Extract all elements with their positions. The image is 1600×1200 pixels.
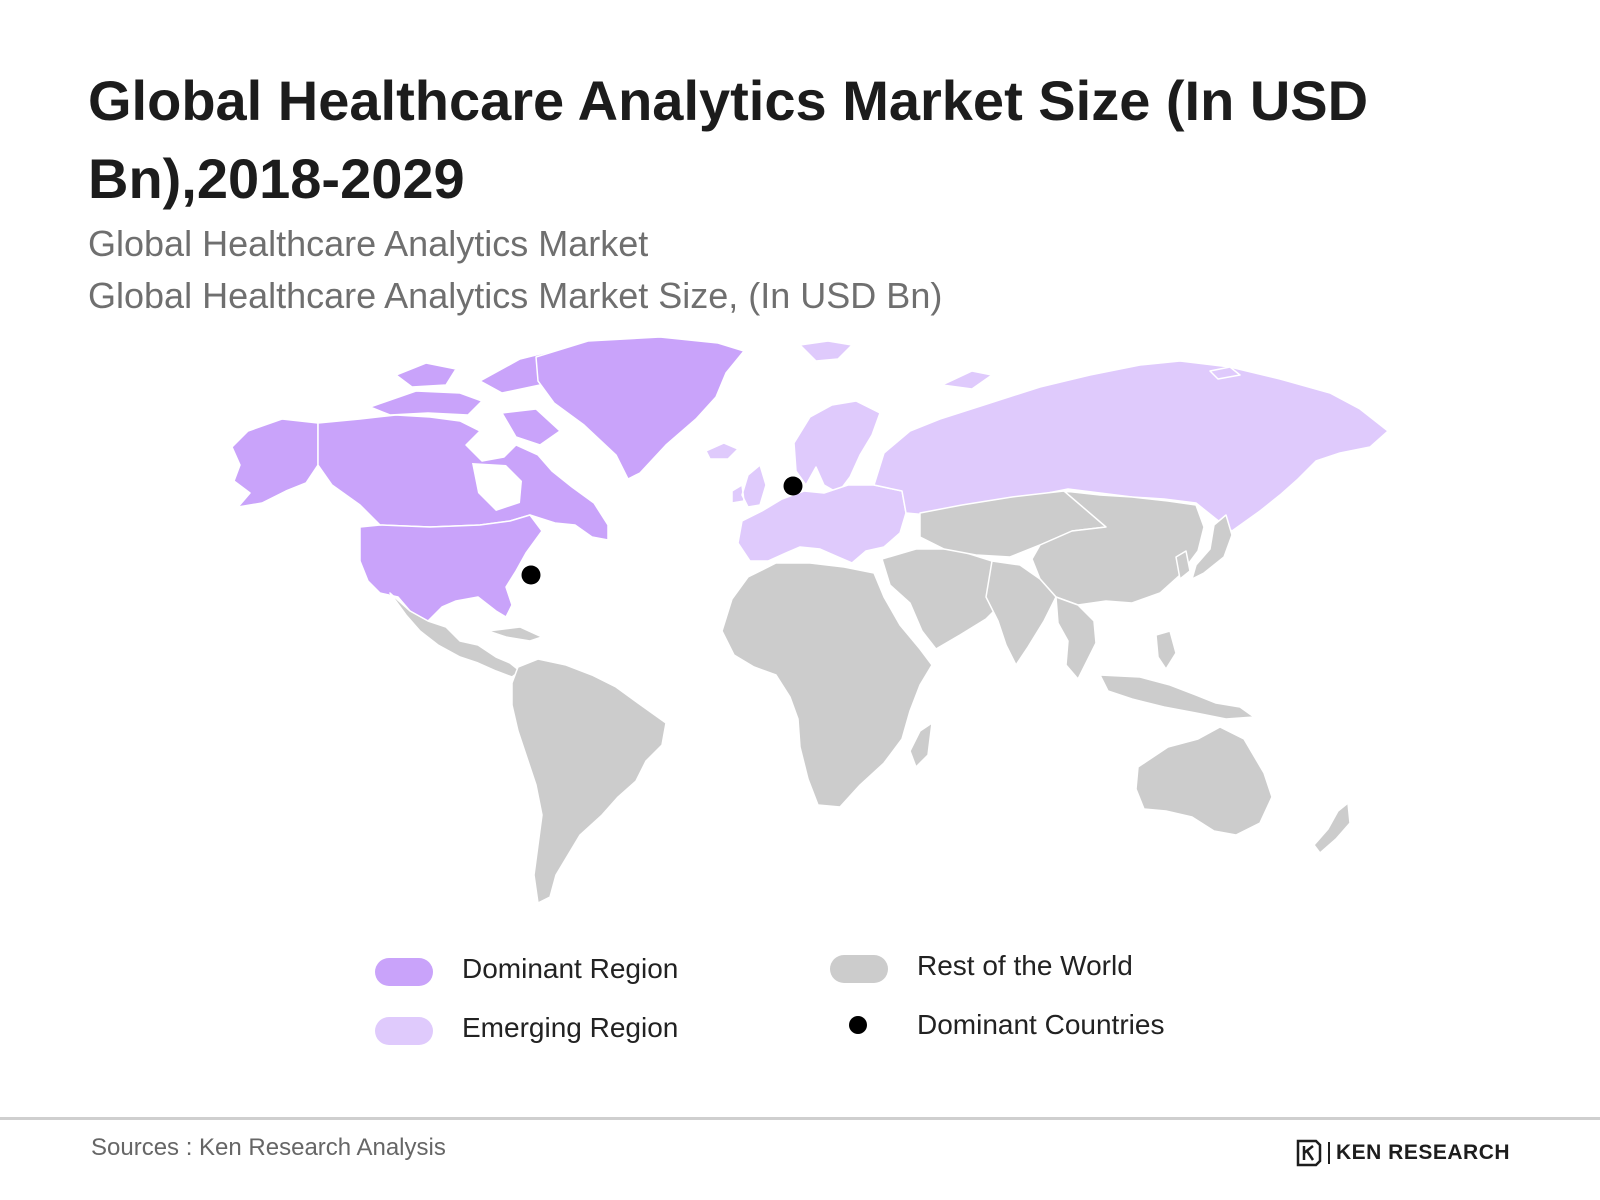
hudson-bay-cutout: [472, 463, 522, 511]
japan: [1191, 514, 1233, 580]
dominant-country-markers: [521, 476, 803, 585]
region-north-america: [231, 336, 745, 622]
dot-united-states: [521, 565, 541, 585]
footer-divider: [0, 1117, 1600, 1120]
china-mongolia: [1031, 490, 1205, 606]
region-oceania: [1135, 726, 1351, 854]
indonesia-philippines: [1099, 630, 1255, 720]
region-europe: [705, 340, 907, 564]
legend-swatch-rest-of-world: [830, 955, 888, 983]
subtitle-market: Global Healthcare Analytics Market: [88, 223, 649, 264]
africa: [721, 562, 933, 808]
legend-label-dominant-countries: Dominant Countries: [917, 1009, 1165, 1040]
uk-ireland: [731, 464, 767, 508]
india-south-asia: [985, 560, 1057, 666]
legend-swatch-emerging-region: [375, 1017, 433, 1045]
source-note: Sources : Ken Research Analysis: [91, 1134, 446, 1161]
legend-label-rest-of-world: Rest of the World: [917, 950, 1133, 981]
russia-arctic-islands: [941, 366, 1241, 390]
region-asia: [881, 490, 1255, 720]
south-america: [511, 658, 667, 904]
new-zealand: [1313, 802, 1351, 854]
dot-germany: [783, 476, 803, 496]
caribbean: [487, 626, 543, 642]
continental-europe: [737, 484, 907, 564]
legend-dot-dominant-countries: [849, 1016, 867, 1034]
region-africa: [721, 562, 933, 808]
subtitle-market-size: Global Healthcare Analytics Market Size,…: [88, 275, 943, 316]
svalbard: [799, 340, 853, 362]
page-title: Global Healthcare Analytics Market Size …: [88, 69, 1369, 210]
iceland: [705, 442, 739, 460]
legend-label-dominant-region: Dominant Region: [462, 953, 679, 984]
madagascar: [909, 722, 933, 768]
australia: [1135, 726, 1273, 836]
southeast-asia: [1055, 596, 1097, 680]
logo-divider: [1328, 1142, 1330, 1164]
greenland: [535, 336, 745, 480]
alaska: [231, 418, 319, 508]
scandinavia: [793, 400, 881, 494]
region-latin-america: [389, 592, 667, 904]
legend-swatch-dominant-region: [375, 958, 433, 986]
logo-text: KEN RESEARCH: [1336, 1141, 1511, 1164]
usa: [359, 514, 543, 622]
canada: [317, 414, 609, 541]
legend-label-emerging-region: Emerging Region: [462, 1012, 679, 1043]
ken-research-logo: KEN RESEARCH: [1296, 1138, 1510, 1168]
korea: [1175, 550, 1191, 580]
world-map: [231, 336, 1389, 904]
ken-research-k-logo-icon: [1296, 1139, 1322, 1167]
